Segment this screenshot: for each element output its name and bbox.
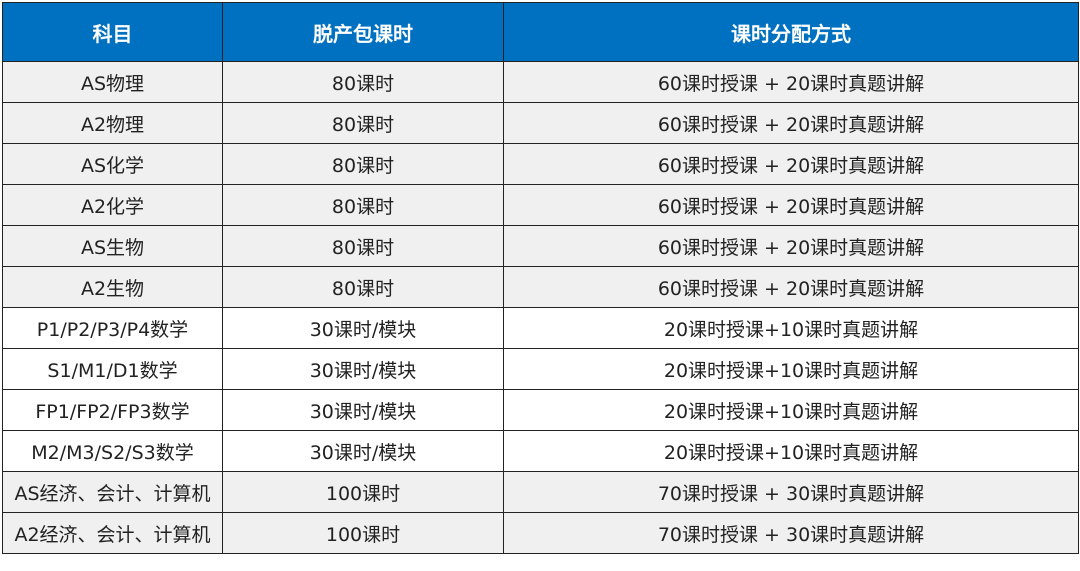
table-row: A2化学 80课时 60课时授课 + 20课时真题讲解: [2, 184, 1079, 226]
table-row: M2/M3/S2/S3数学 30课时/模块 20课时授课+10课时真题讲解: [2, 430, 1079, 472]
cell-subject: P1/P2/P3/P4数学: [2, 307, 223, 349]
table-row: AS化学 80课时 60课时授课 + 20课时真题讲解: [2, 143, 1079, 185]
cell-allocation: 60课时授课 + 20课时真题讲解: [503, 225, 1079, 267]
cell-hours: 80课时: [222, 184, 504, 226]
cell-hours: 80课时: [222, 102, 504, 144]
table-row: A2经济、会计、计算机 100课时 70课时授课 + 30课时真题讲解: [2, 512, 1079, 554]
cell-hours: 30课时/模块: [222, 430, 504, 472]
cell-allocation: 20课时授课+10课时真题讲解: [503, 307, 1079, 349]
cell-subject: M2/M3/S2/S3数学: [2, 430, 223, 472]
cell-allocation: 20课时授课+10课时真题讲解: [503, 389, 1079, 431]
table-row: P1/P2/P3/P4数学 30课时/模块 20课时授课+10课时真题讲解: [2, 307, 1079, 349]
cell-subject: AS经济、会计、计算机: [2, 471, 223, 513]
cell-hours: 80课时: [222, 266, 504, 308]
cell-allocation: 60课时授课 + 20课时真题讲解: [503, 143, 1079, 185]
cell-subject: S1/M1/D1数学: [2, 348, 223, 390]
cell-subject: AS生物: [2, 225, 223, 267]
cell-allocation: 20课时授课+10课时真题讲解: [503, 430, 1079, 472]
cell-allocation: 20课时授课+10课时真题讲解: [503, 348, 1079, 390]
header-row: 科目 脱产包课时 课时分配方式: [2, 2, 1079, 62]
table-row: AS生物 80课时 60课时授课 + 20课时真题讲解: [2, 225, 1079, 267]
table-row: FP1/FP2/FP3数学 30课时/模块 20课时授课+10课时真题讲解: [2, 389, 1079, 431]
cell-subject: A2物理: [2, 102, 223, 144]
table-row: S1/M1/D1数学 30课时/模块 20课时授课+10课时真题讲解: [2, 348, 1079, 390]
cell-subject: A2经济、会计、计算机: [2, 512, 223, 554]
cell-subject: AS化学: [2, 143, 223, 185]
header-allocation: 课时分配方式: [503, 2, 1079, 62]
cell-allocation: 70课时授课 + 30课时真题讲解: [503, 512, 1079, 554]
course-hours-table: 科目 脱产包课时 课时分配方式 AS物理 80课时 60课时授课 + 20课时真题讲…: [2, 2, 1079, 554]
cell-hours: 100课时: [222, 512, 504, 554]
cell-hours: 80课时: [222, 225, 504, 267]
table-row: A2生物 80课时 60课时授课 + 20课时真题讲解: [2, 266, 1079, 308]
cell-hours: 80课时: [222, 143, 504, 185]
cell-allocation: 60课时授课 + 20课时真题讲解: [503, 266, 1079, 308]
cell-hours: 30课时/模块: [222, 348, 504, 390]
table-row: AS物理 80课时 60课时授课 + 20课时真题讲解: [2, 61, 1079, 103]
cell-hours: 30课时/模块: [222, 307, 504, 349]
cell-allocation: 60课时授课 + 20课时真题讲解: [503, 184, 1079, 226]
cell-allocation: 70课时授课 + 30课时真题讲解: [503, 471, 1079, 513]
cell-hours: 30课时/模块: [222, 389, 504, 431]
header-hours: 脱产包课时: [222, 2, 504, 62]
cell-allocation: 60课时授课 + 20课时真题讲解: [503, 102, 1079, 144]
cell-subject: FP1/FP2/FP3数学: [2, 389, 223, 431]
cell-allocation: 60课时授课 + 20课时真题讲解: [503, 61, 1079, 103]
header-subject: 科目: [2, 2, 223, 62]
table-row: AS经济、会计、计算机 100课时 70课时授课 + 30课时真题讲解: [2, 471, 1079, 513]
cell-hours: 80课时: [222, 61, 504, 103]
cell-subject: A2生物: [2, 266, 223, 308]
cell-subject: A2化学: [2, 184, 223, 226]
cell-hours: 100课时: [222, 471, 504, 513]
table-row: A2物理 80课时 60课时授课 + 20课时真题讲解: [2, 102, 1079, 144]
cell-subject: AS物理: [2, 61, 223, 103]
